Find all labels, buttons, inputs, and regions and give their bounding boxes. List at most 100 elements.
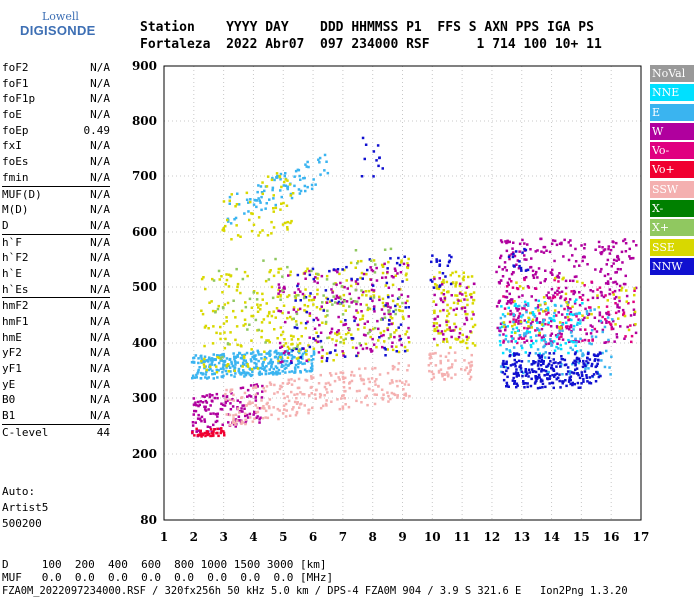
echo-point <box>518 250 521 253</box>
echo-point <box>369 259 373 262</box>
echo-point <box>445 337 448 341</box>
echo-point <box>321 348 324 352</box>
x-tick-label: 6 <box>309 530 317 544</box>
echo-point <box>598 286 602 289</box>
echo-point <box>319 339 323 343</box>
x-tick-label: 17 <box>633 530 650 544</box>
echo-point <box>219 407 223 411</box>
echo-point <box>210 362 213 365</box>
echo-point <box>215 368 219 372</box>
echo-point <box>538 386 542 389</box>
echo-point <box>568 379 571 382</box>
echo-point <box>314 183 317 186</box>
echo-point <box>313 296 316 299</box>
echo-point <box>321 321 324 324</box>
echo-point <box>246 388 250 392</box>
echo-point <box>435 260 438 263</box>
echo-point <box>436 315 440 318</box>
echo-point <box>582 377 585 381</box>
echo-point <box>263 189 266 193</box>
echo-point <box>264 389 267 393</box>
echo-point <box>433 275 436 279</box>
echo-point <box>432 324 436 328</box>
echo-point <box>567 318 570 322</box>
echo-point <box>555 243 559 247</box>
echo-point <box>521 294 524 297</box>
echo-point <box>571 348 574 351</box>
echo-point <box>400 259 403 262</box>
echo-point <box>349 297 353 301</box>
echo-point <box>594 335 598 339</box>
echo-point <box>534 361 537 364</box>
echo-point <box>610 327 614 331</box>
echo-point <box>337 376 340 379</box>
echo-point <box>593 308 596 311</box>
echo-point <box>312 337 316 341</box>
logo-line1: Lowell <box>42 10 79 23</box>
echo-point <box>533 370 536 373</box>
echo-point <box>576 381 580 385</box>
echo-point <box>538 352 541 355</box>
echo-point <box>465 286 469 289</box>
echo-point <box>250 360 253 363</box>
echo-point <box>432 376 436 379</box>
echo-point <box>223 303 226 306</box>
echo-point <box>276 174 279 178</box>
echo-point <box>222 355 226 358</box>
echo-point <box>591 296 595 300</box>
echo-point <box>438 263 442 266</box>
echo-point <box>334 332 337 335</box>
echo-point <box>250 229 254 233</box>
echo-point <box>578 311 581 315</box>
echo-point <box>542 319 545 322</box>
echo-point <box>242 324 245 327</box>
echo-point <box>289 334 293 338</box>
echo-point <box>298 307 302 311</box>
echo-point <box>318 323 321 327</box>
echo-point <box>268 310 271 314</box>
echo-point <box>221 291 224 294</box>
echo-point <box>509 350 512 353</box>
echo-point <box>499 343 502 347</box>
echo-point <box>310 187 314 191</box>
echo-point <box>604 282 608 285</box>
echo-point <box>604 318 607 321</box>
echo-point <box>293 175 296 178</box>
echo-point <box>553 311 556 315</box>
echo-point <box>618 306 621 309</box>
echo-point <box>192 397 196 400</box>
echo-point <box>606 258 610 262</box>
echo-point <box>256 349 259 353</box>
echo-point <box>221 355 224 359</box>
echo-point <box>330 374 333 377</box>
echo-point <box>238 419 241 422</box>
echo-point <box>579 349 583 352</box>
echo-point <box>259 366 262 370</box>
echo-point <box>389 257 392 260</box>
echo-point <box>542 296 546 299</box>
echo-point <box>281 330 285 334</box>
echo-point <box>268 368 271 371</box>
echo-point <box>407 383 410 386</box>
echo-point <box>588 358 592 361</box>
echo-point <box>577 340 581 343</box>
echo-point <box>603 341 606 344</box>
echo-point <box>284 371 287 374</box>
echo-point <box>199 400 202 403</box>
echo-point <box>319 406 323 410</box>
echo-point <box>511 300 515 304</box>
echo-point <box>567 306 570 310</box>
echo-point <box>433 317 436 321</box>
echo-point <box>533 315 537 318</box>
echo-point <box>577 373 580 377</box>
echo-point <box>512 271 515 274</box>
echo-point <box>237 369 240 373</box>
echo-point <box>226 218 229 222</box>
echo-point <box>245 351 249 355</box>
echo-point <box>326 297 330 301</box>
echo-point <box>261 367 264 370</box>
echo-point <box>242 404 246 407</box>
echo-point <box>538 312 541 315</box>
echo-point <box>204 399 208 403</box>
echo-point <box>251 355 254 359</box>
